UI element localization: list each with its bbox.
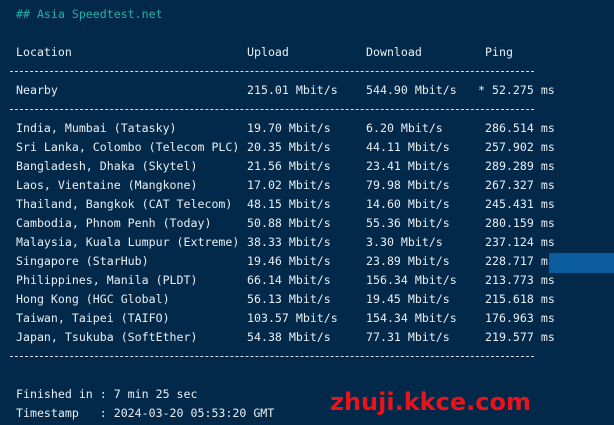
cell-ping: 289.289 ms	[485, 159, 555, 173]
cell-upload: 54.38 Mbit/s	[247, 330, 331, 344]
table-row: India, Mumbai (Tatasky) 19.70 Mbit/s 6.20 …	[0, 119, 614, 138]
cell-download: 79.98 Mbit/s	[366, 178, 450, 192]
table-row: Japan, Tsukuba (SoftEther) 54.38 Mbit/s 77…	[0, 328, 614, 347]
header-ping: Ping	[485, 45, 513, 59]
cell-ping: 213.773 ms	[485, 273, 555, 287]
table-row: Laos, Vientaine (Mangkone) 17.02 Mbit/s 79…	[0, 176, 614, 195]
table-row: Bangladesh, Dhaka (Skytel) 21.56 Mbit/s 23…	[0, 157, 614, 176]
cell-location: India, Mumbai (Tatasky)	[16, 121, 177, 135]
cell-location: Hong Kong (HGC Global)	[16, 292, 170, 306]
cell-ping: 237.124 ms	[485, 235, 555, 249]
table-row: Sri Lanka, Colombo (Telecom PLC) 20.35 Mb…	[0, 138, 614, 157]
table-row: Philippines, Manila (PLDT) 66.14 Mbit/s 15…	[0, 271, 614, 290]
divider	[10, 71, 534, 72]
cell-upload: 20.35 Mbit/s	[247, 140, 331, 154]
cell-download: 14.60 Mbit/s	[366, 197, 450, 211]
text-selection-highlight	[549, 253, 614, 273]
section-title: ## Asia Speedtest.net	[16, 7, 163, 21]
cell-upload: 66.14 Mbit/s	[247, 273, 331, 287]
cell-location: Malaysia, Kuala Lumpur (Extreme)	[16, 235, 240, 249]
cell-ping: 219.577 ms	[485, 330, 555, 344]
nearby-location: Nearby	[16, 83, 58, 97]
cell-location: Laos, Vientaine (Mangkone)	[16, 178, 198, 192]
cell-location: Japan, Tsukuba (SoftEther)	[16, 330, 198, 344]
table-row: Singapore (StarHub) 19.46 Mbit/s 23.89 Mbi…	[0, 252, 614, 271]
cell-upload: 50.88 Mbit/s	[247, 216, 331, 230]
table-header: Location Upload Download Ping	[0, 43, 614, 62]
cell-ping: 215.618 ms	[485, 292, 555, 306]
header-download: Download	[366, 45, 422, 59]
cell-ping: 176.963 ms	[485, 311, 555, 325]
cell-ping: 267.327 ms	[485, 178, 555, 192]
cell-upload: 19.70 Mbit/s	[247, 121, 331, 135]
nearby-download: 544.90 Mbit/s	[366, 83, 457, 97]
cell-download: 154.34 Mbit/s	[366, 311, 457, 325]
cell-location: Thailand, Bangkok (CAT Telecom)	[16, 197, 233, 211]
cell-download: 55.36 Mbit/s	[366, 216, 450, 230]
table-row: Thailand, Bangkok (CAT Telecom) 48.15 Mbi…	[0, 195, 614, 214]
cell-download: 3.30 Mbit/s	[366, 235, 443, 249]
cell-download: 23.89 Mbit/s	[366, 254, 450, 268]
header-upload: Upload	[247, 45, 289, 59]
cell-upload: 56.13 Mbit/s	[247, 292, 331, 306]
divider	[10, 109, 534, 110]
cell-download: 77.31 Mbit/s	[366, 330, 450, 344]
cell-location: Cambodia, Phnom Penh (Today)	[16, 216, 212, 230]
nearby-upload: 215.01 Mbit/s	[247, 83, 338, 97]
finished-time: Finished in : 7 min 25 sec	[16, 387, 198, 401]
nearby-ping: * 52.275 ms	[478, 83, 555, 97]
header-location: Location	[16, 45, 72, 59]
cell-ping: 280.159 ms	[485, 216, 555, 230]
cell-location: Bangladesh, Dhaka (Skytel)	[16, 159, 198, 173]
timestamp: Timestamp : 2024-03-20 05:53:20 GMT	[16, 406, 275, 420]
cell-download: 156.34 Mbit/s	[366, 273, 457, 287]
cell-download: 6.20 Mbit/s	[366, 121, 443, 135]
cell-ping: 257.902 ms	[485, 140, 555, 154]
cell-location: Singapore (StarHub)	[16, 254, 149, 268]
cell-upload: 103.57 Mbit/s	[247, 311, 338, 325]
cell-upload: 21.56 Mbit/s	[247, 159, 331, 173]
table-row: Hong Kong (HGC Global) 56.13 Mbit/s 19.45 …	[0, 290, 614, 309]
table-row: Cambodia, Phnom Penh (Today) 50.88 Mbit/s…	[0, 214, 614, 233]
cell-upload: 17.02 Mbit/s	[247, 178, 331, 192]
cell-upload: 38.33 Mbit/s	[247, 235, 331, 249]
cell-ping: 228.717 ms	[485, 254, 555, 268]
cell-upload: 48.15 Mbit/s	[247, 197, 331, 211]
cell-location: Philippines, Manila (PLDT)	[16, 273, 198, 287]
cell-download: 44.11 Mbit/s	[366, 140, 450, 154]
cell-ping: 245.431 ms	[485, 197, 555, 211]
cell-upload: 19.46 Mbit/s	[247, 254, 331, 268]
cell-ping: 286.514 ms	[485, 121, 555, 135]
watermark: zhuji.kkce.com	[330, 388, 531, 416]
nearby-row: Nearby 215.01 Mbit/s 544.90 Mbit/s * 52.…	[0, 81, 614, 100]
cell-download: 19.45 Mbit/s	[366, 292, 450, 306]
cell-location: Taiwan, Taipei (TAIFO)	[16, 311, 170, 325]
divider	[10, 356, 534, 357]
table-row: Taiwan, Taipei (TAIFO) 103.57 Mbit/s 154.3…	[0, 309, 614, 328]
cell-download: 23.41 Mbit/s	[366, 159, 450, 173]
table-row: Malaysia, Kuala Lumpur (Extreme) 38.33 Mb…	[0, 233, 614, 252]
cell-location: Sri Lanka, Colombo (Telecom PLC)	[16, 140, 240, 154]
